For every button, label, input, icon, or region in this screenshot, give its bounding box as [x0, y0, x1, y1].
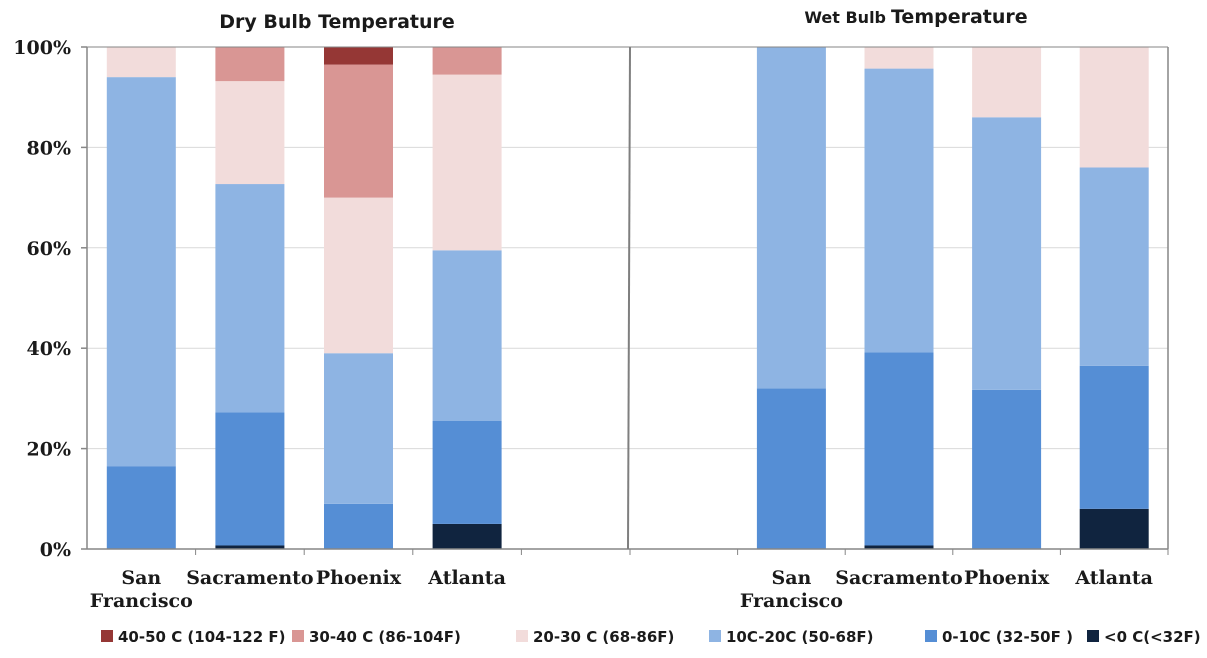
bar-segment — [1079, 365, 1149, 509]
bar-segment — [1079, 47, 1149, 168]
y-tick-label: 60% — [27, 238, 72, 260]
x-tick-label: Atlanta — [1074, 567, 1153, 589]
bar-segment — [972, 47, 1042, 118]
x-tick-label: Francisco — [740, 590, 843, 612]
dry-bulb-title: Dry Bulb Temperature — [219, 11, 455, 33]
wet-bulb-title-prefix: Wet Bulb — [804, 8, 886, 27]
x-tick-label: San — [121, 567, 161, 589]
y-tick-label: 40% — [27, 338, 72, 360]
bar-segment — [215, 81, 285, 185]
x-tick-label: Atlanta — [427, 567, 506, 589]
x-tick-label: Phoenix — [964, 567, 1050, 589]
bar-segment — [972, 117, 1042, 390]
bar-segment — [432, 523, 502, 549]
bar-segment — [864, 68, 934, 353]
bar-segment — [1079, 508, 1149, 549]
bar-segment — [215, 412, 285, 546]
bar-segment — [215, 47, 285, 82]
x-tick-label: Sacramento — [835, 567, 962, 589]
bar-segment — [215, 184, 285, 413]
y-tick-label: 20% — [27, 439, 72, 461]
legend-swatch — [101, 630, 113, 642]
legend-swatch — [709, 630, 721, 642]
bar-segment — [432, 74, 502, 251]
y-tick-label: 100% — [13, 37, 71, 59]
bar-segment — [864, 352, 934, 546]
bar-segment — [972, 389, 1042, 549]
legend-label: 30-40 C (86-104F) — [309, 628, 461, 646]
legend-swatch — [292, 630, 304, 642]
legend-label: 40-50 C (104-122 F) — [118, 628, 285, 646]
x-tick-label: Phoenix — [316, 567, 402, 589]
legend-swatch — [925, 630, 937, 642]
bar-segment — [106, 77, 176, 467]
bar-segment — [864, 47, 934, 69]
bar-segment — [864, 545, 934, 549]
y-tick-label: 0% — [40, 539, 71, 561]
legend-label: 10C-20C (50-68F) — [726, 628, 874, 646]
wet-bulb-title-suffix: Temperature — [891, 6, 1028, 28]
y-tick-label: 80% — [27, 137, 72, 159]
bar-segment — [432, 250, 502, 421]
bar-segment — [324, 47, 393, 65]
legend-label: <0 C(<32F) — [1104, 628, 1201, 646]
bar-segment — [1079, 167, 1149, 366]
legend-swatch — [516, 630, 528, 642]
bar-segment — [215, 545, 285, 549]
legend-swatch — [1087, 630, 1099, 642]
x-tick-label: Francisco — [90, 590, 193, 612]
wet-bulb-title: Wet Bulb Temperature — [804, 6, 1027, 28]
bar-segment — [756, 388, 826, 549]
legend-label: 20-30 C (68-86F) — [533, 628, 674, 646]
bar-segment — [324, 64, 393, 198]
bar-segment — [432, 420, 502, 524]
panel-divider — [627, 46, 631, 550]
bar-segment — [106, 47, 176, 78]
bar-segment — [324, 197, 393, 354]
bar-segment — [756, 47, 826, 389]
bar-segment — [432, 47, 502, 75]
bar-segment — [106, 466, 176, 549]
bar-segment — [324, 353, 393, 504]
legend-label: 0-10C (32-50F ) — [942, 628, 1073, 646]
x-tick-label: San — [771, 567, 811, 589]
x-tick-label: Sacramento — [186, 567, 313, 589]
bar-segment — [324, 503, 393, 549]
